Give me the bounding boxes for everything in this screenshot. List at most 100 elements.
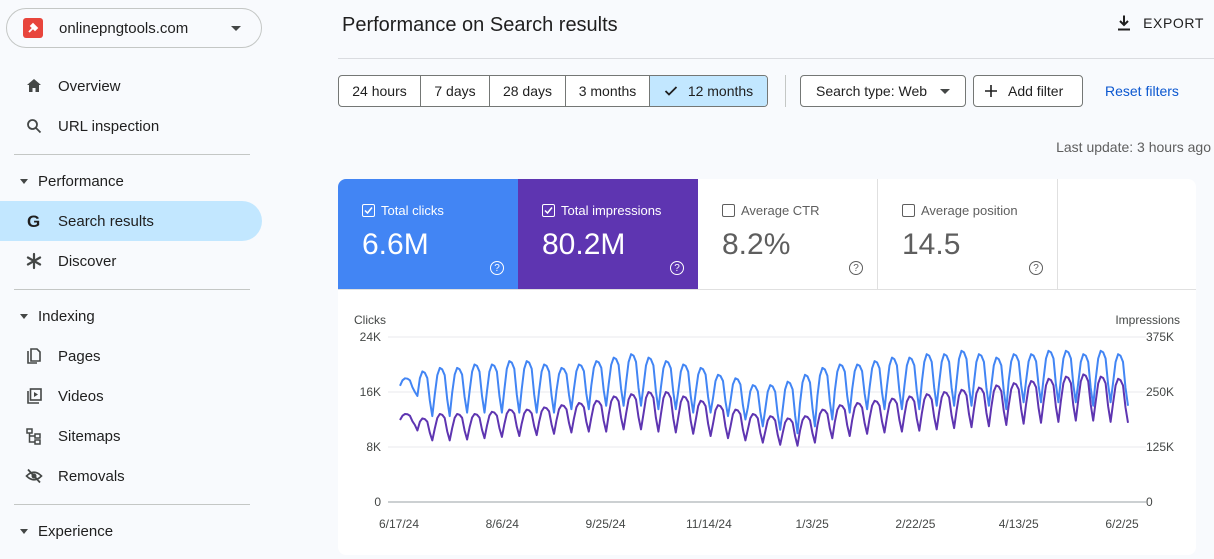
metric-total-impressions[interactable]: Total impressions 80.2M ? <box>518 179 698 289</box>
search-type-label: Search type: Web <box>816 83 928 99</box>
property-selector[interactable]: onlinepngtools.com <box>6 8 262 48</box>
plus-icon <box>985 85 997 97</box>
nav-search-results-label: Search results <box>58 212 154 230</box>
nav-search-results[interactable]: G Search results <box>0 201 262 241</box>
filter-separator <box>785 75 786 107</box>
export-button[interactable]: EXPORT <box>1115 14 1204 32</box>
x-axis-ticks: 6/17/24 8/6/24 9/25/24 11/14/24 1/3/25 2/22/2… <box>379 517 1139 531</box>
export-label: EXPORT <box>1143 15 1204 31</box>
help-icon[interactable]: ? <box>490 261 504 275</box>
x-tick-label: 11/14/24 <box>686 517 732 531</box>
sidebar: onlinepngtools.com Overview URL inspecti… <box>0 0 270 559</box>
caret-down-icon <box>20 178 28 184</box>
metric-impressions-value: 80.2M <box>542 228 626 261</box>
search-icon <box>24 116 44 136</box>
nav-sitemaps[interactable]: Sitemaps <box>0 416 262 456</box>
left-axis-label: Clicks <box>354 313 386 327</box>
metric-ctr-label: Average CTR <box>741 203 820 218</box>
property-favicon-icon <box>23 18 43 38</box>
nav-url-inspection[interactable]: URL inspection <box>0 106 262 146</box>
right-tick-label: 0 <box>1146 495 1153 509</box>
reset-filters-link[interactable]: Reset filters <box>1105 83 1179 99</box>
x-tick-label: 6/2/25 <box>1105 517 1139 531</box>
check-icon <box>664 86 677 96</box>
x-tick-label: 1/3/25 <box>795 517 829 531</box>
x-tick-label: 2/22/25 <box>895 517 935 531</box>
chart-lines <box>399 349 1129 447</box>
nav-section-indexing-label: Indexing <box>38 307 95 325</box>
metric-impressions-label: Total impressions <box>561 203 662 218</box>
checkbox-checked-icon <box>362 204 375 217</box>
add-filter-label: Add filter <box>1008 83 1064 99</box>
help-icon[interactable]: ? <box>670 261 684 275</box>
performance-chart[interactable]: Clicks Impressions 0 0 8K 125K 16K 250K 24K 375… <box>338 309 1196 539</box>
nav-divider <box>14 154 250 155</box>
header-divider <box>338 58 1214 59</box>
nav-videos[interactable]: Videos <box>0 376 262 416</box>
card-divider <box>338 289 1196 290</box>
nav-url-inspection-label: URL inspection <box>58 117 160 135</box>
series-line-clicks <box>399 349 1129 435</box>
right-tick-label: 125K <box>1146 440 1174 454</box>
page-title: Performance on Search results <box>342 14 618 36</box>
nav-overview[interactable]: Overview <box>0 66 262 106</box>
left-tick-label: 24K <box>360 330 381 344</box>
svg-text:G: G <box>27 212 40 230</box>
add-filter-button[interactable]: Add filter <box>973 75 1083 107</box>
nav-overview-label: Overview <box>58 77 121 95</box>
help-icon[interactable]: ? <box>1029 261 1043 275</box>
last-update-text: Last update: 3 hours ago <box>1056 139 1211 155</box>
nav-discover-label: Discover <box>58 252 117 270</box>
asterisk-icon <box>24 251 44 271</box>
date-range-selector: 24 hours 7 days 28 days 3 months 12 mont… <box>338 75 768 107</box>
caret-down-icon <box>20 313 28 319</box>
nav-section-indexing[interactable]: Indexing <box>0 296 95 336</box>
range-12-months[interactable]: 12 months <box>650 76 767 106</box>
nav-removals-label: Removals <box>58 467 125 485</box>
sitemap-icon <box>24 426 44 446</box>
x-tick-label: 9/25/24 <box>586 517 626 531</box>
range-7-days[interactable]: 7 days <box>421 76 490 106</box>
nav-section-experience-label: Experience <box>38 522 114 540</box>
range-28-days[interactable]: 28 days <box>490 76 566 106</box>
google-g-icon: G <box>24 211 44 231</box>
nav-discover[interactable]: Discover <box>0 241 262 281</box>
range-3-months[interactable]: 3 months <box>566 76 650 106</box>
chevron-down-icon <box>231 25 241 31</box>
caret-down-icon <box>940 88 951 94</box>
caret-down-icon <box>20 528 28 534</box>
nav-section-performance-label: Performance <box>38 172 124 190</box>
checkbox-checked-icon <box>542 204 555 217</box>
search-type-dropdown[interactable]: Search type: Web <box>800 75 966 107</box>
metric-total-clicks[interactable]: Total clicks 6.6M ? <box>338 179 518 289</box>
nav-pages-label: Pages <box>58 347 101 365</box>
nav-pages[interactable]: Pages <box>0 336 262 376</box>
nav-removals[interactable]: Removals <box>0 456 262 496</box>
nav-divider <box>14 289 250 290</box>
range-12-months-label: 12 months <box>687 83 754 99</box>
pages-icon <box>24 346 44 366</box>
video-icon <box>24 386 44 406</box>
performance-card: Total clicks 6.6M ? Total impressions 80… <box>338 179 1196 555</box>
metric-ctr-value: 8.2% <box>722 228 791 261</box>
left-tick-label: 0 <box>374 495 381 509</box>
right-axis-label: Impressions <box>1115 313 1180 327</box>
range-24-hours[interactable]: 24 hours <box>339 76 421 106</box>
help-icon[interactable]: ? <box>849 261 863 275</box>
left-tick-label: 8K <box>366 440 381 454</box>
property-name: onlinepngtools.com <box>59 19 189 37</box>
nav-sitemaps-label: Sitemaps <box>58 427 121 445</box>
metric-clicks-label: Total clicks <box>381 203 444 218</box>
checkbox-unchecked-icon <box>722 204 735 217</box>
y-axis-ticks: 0 0 8K 125K 16K 250K 24K 375K <box>360 330 1174 509</box>
metric-average-position[interactable]: Average position 14.5 ? <box>878 179 1058 289</box>
nav-divider <box>14 504 250 505</box>
nav-section-experience[interactable]: Experience <box>0 511 113 551</box>
nav-videos-label: Videos <box>58 387 104 405</box>
right-tick-label: 250K <box>1146 385 1174 399</box>
metric-average-ctr[interactable]: Average CTR 8.2% ? <box>698 179 878 289</box>
download-icon <box>1118 15 1131 31</box>
x-tick-label: 6/17/24 <box>379 517 419 531</box>
nav-section-performance[interactable]: Performance <box>0 161 124 201</box>
chart-grid <box>388 336 1146 503</box>
